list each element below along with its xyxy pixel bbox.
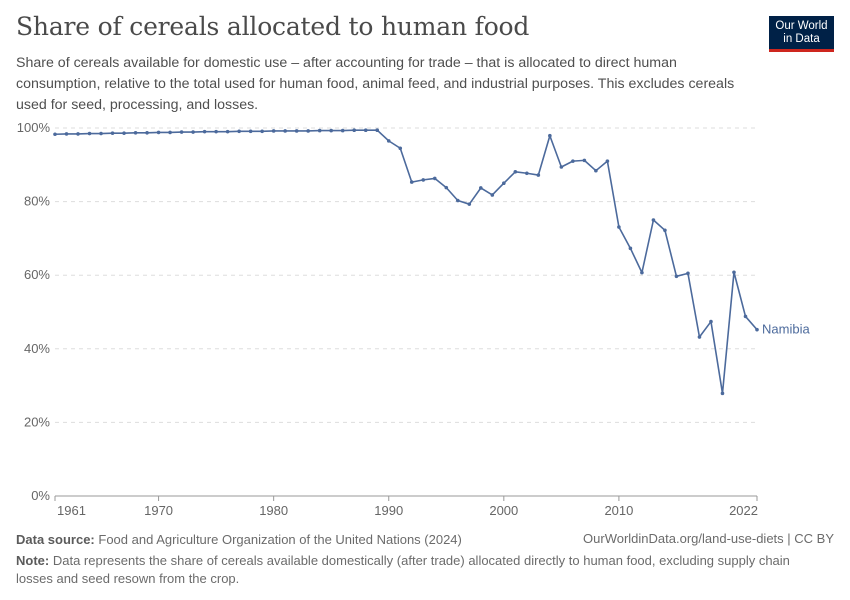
data-point (76, 132, 80, 136)
data-point (306, 129, 310, 133)
data-point (594, 168, 598, 173)
y-tick-label-100: 100% (17, 120, 51, 135)
data-point (329, 128, 333, 133)
source-url[interactable]: OurWorldinData.org/land-use-diets | CC B… (583, 531, 834, 546)
line-chart: 0% 20% 40% 60% 80% 100% 1961 1970 1980 1990 2000 2… (17, 120, 811, 518)
data-point (214, 129, 218, 134)
data-point (179, 130, 184, 134)
x-tick-label-2010: 2010 (604, 503, 633, 518)
data-point (409, 180, 414, 184)
data-point (467, 202, 472, 206)
data-point (64, 132, 69, 136)
data-point (617, 225, 621, 229)
data-point (582, 158, 587, 163)
data-point (571, 159, 575, 163)
data-point (720, 391, 725, 396)
data-point (99, 131, 103, 136)
data-point (145, 130, 149, 135)
data-point (432, 176, 437, 181)
x-tick-label-2022: 2022 (729, 503, 758, 518)
y-tick-label-0: 0% (31, 488, 50, 503)
series-label-namibia: Namibia (762, 322, 810, 337)
chart-note: Note: Data represents the share of cerea… (16, 552, 826, 588)
gridlines (55, 127, 757, 423)
data-point (317, 128, 322, 133)
x-tick-label-2000: 2000 (489, 503, 518, 518)
data-point (536, 173, 541, 177)
data-point (340, 128, 345, 133)
data-point (651, 218, 656, 222)
data-point (202, 129, 207, 134)
data-point (697, 335, 702, 339)
data-point (732, 270, 736, 275)
y-tick-label-80: 80% (24, 194, 50, 209)
data-point (640, 270, 644, 275)
data-point (743, 314, 748, 319)
data-point (686, 271, 690, 276)
data-point (663, 228, 667, 233)
source-text[interactable]: Food and Agriculture Organization of the… (98, 532, 462, 547)
data-point (156, 130, 161, 135)
data-point (53, 132, 57, 137)
logo-line-1: Our World (775, 20, 828, 32)
data-point (191, 130, 195, 134)
chart-title: Share of cereals allocated to human food (16, 12, 530, 41)
data-point (502, 181, 506, 185)
data-point (294, 129, 299, 133)
x-tick-label-1970: 1970 (144, 503, 173, 518)
x-tick-label-1961: 1961 (57, 503, 86, 518)
data-point (709, 319, 713, 324)
y-axis-ticks: 0% 20% 40% 60% 80% 100% (17, 120, 51, 503)
data-point (548, 133, 552, 138)
data-point (110, 131, 115, 135)
data-point (283, 129, 287, 133)
data-point (421, 178, 426, 182)
owid-logo[interactable]: Our World in Data (769, 16, 834, 52)
data-point (398, 146, 403, 151)
data-point (122, 131, 126, 135)
data-point (271, 129, 276, 133)
note-text: Data represents the share of cereals ava… (16, 553, 790, 586)
series-line-namibia (54, 129, 758, 395)
y-tick-label-40: 40% (24, 341, 50, 356)
series-layer: Namibia (53, 128, 810, 396)
data-point (352, 128, 357, 133)
x-tick-label-1980: 1980 (259, 503, 288, 518)
data-point (168, 130, 172, 135)
data-point (628, 246, 633, 251)
data-point (444, 185, 449, 190)
data-point (490, 193, 495, 197)
data-point (87, 131, 92, 136)
logo-line-2: in Data (783, 33, 820, 45)
data-point (605, 159, 610, 163)
data-point (479, 186, 483, 190)
x-tick-label-1990: 1990 (374, 503, 403, 518)
data-point (755, 327, 759, 332)
data-point (237, 129, 241, 134)
data-point (363, 128, 368, 133)
data-point (225, 129, 230, 134)
data-point (248, 129, 253, 134)
note-label: Note: (16, 553, 50, 568)
data-point (559, 165, 564, 169)
data-point (133, 130, 138, 135)
x-axis: 1961 1970 1980 1990 2000 2010 2022 (54, 495, 758, 518)
data-point (375, 128, 380, 133)
data-point (513, 169, 518, 174)
data-point (525, 171, 529, 176)
source-label: Data source: (16, 532, 95, 547)
data-point (386, 139, 391, 143)
y-tick-label-20: 20% (24, 414, 50, 429)
data-point (260, 129, 264, 134)
data-point (674, 274, 679, 279)
chart-subtitle: Share of cereals available for domestic … (16, 55, 735, 113)
data-source: Data source: Food and Agriculture Organi… (16, 531, 834, 549)
data-point (455, 198, 460, 203)
y-tick-label-60: 60% (24, 267, 50, 282)
